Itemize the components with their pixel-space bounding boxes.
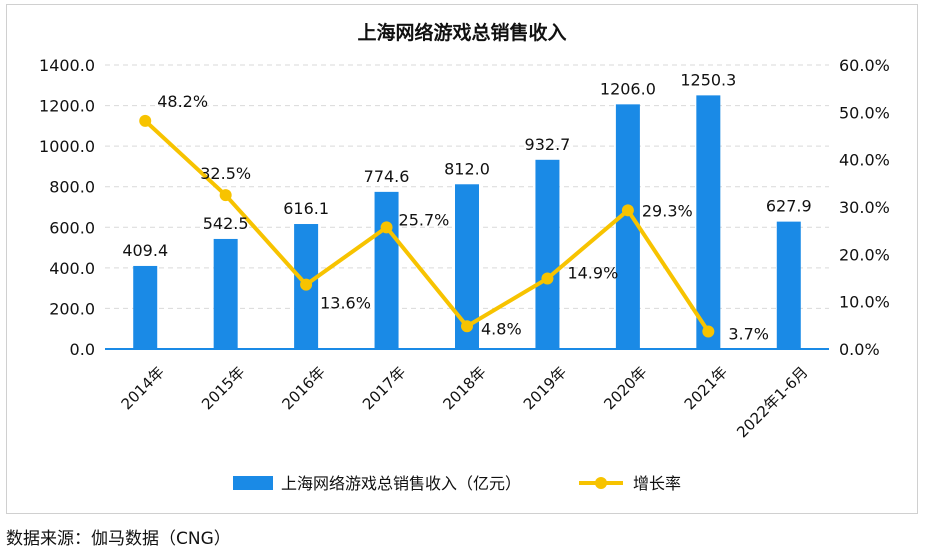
y-tick-label: 400.0 xyxy=(49,259,95,278)
growth-rate-label: 25.7% xyxy=(399,210,450,229)
x-tick-label: 2021年 xyxy=(681,363,731,413)
legend-bar-swatch xyxy=(233,476,273,490)
y2-tick-label: 0.0% xyxy=(839,340,880,359)
y2-tick-label: 30.0% xyxy=(839,198,890,217)
y2-tick-label: 50.0% xyxy=(839,103,890,122)
bar-value-label: 1250.3 xyxy=(680,70,736,89)
bar xyxy=(133,265,158,349)
growth-rate-label: 4.8% xyxy=(481,319,522,338)
bar-value-label: 409.4 xyxy=(122,241,168,260)
growth-rate-point xyxy=(380,221,393,234)
y-tick-label: 1400.0 xyxy=(39,56,95,75)
bar-value-label: 774.6 xyxy=(364,167,410,186)
legend-line-marker xyxy=(595,477,607,489)
bar-value-label: 812.0 xyxy=(444,159,490,178)
source-note: 数据来源：伽马数据（CNG） xyxy=(6,529,231,549)
y2-tick-label: 40.0% xyxy=(839,151,890,170)
growth-rate-label: 14.9% xyxy=(567,263,618,282)
growth-rate-label: 48.2% xyxy=(157,92,208,111)
bar xyxy=(374,191,399,349)
y2-tick-label: 60.0% xyxy=(839,56,890,75)
growth-rate-label: 29.3% xyxy=(642,201,693,220)
x-tick-label: 2015年 xyxy=(198,363,248,413)
x-tick-label: 2022年1-6月 xyxy=(733,363,811,441)
growth-rate-point xyxy=(621,204,634,217)
growth-rate-label: 13.6% xyxy=(320,294,371,313)
y-tick-label: 200.0 xyxy=(49,299,95,318)
y-tick-label: 1000.0 xyxy=(39,137,95,156)
x-tick-label: 2020年 xyxy=(600,363,650,413)
growth-rate-point xyxy=(541,272,554,285)
bar-value-label: 542.5 xyxy=(203,214,249,233)
growth-rate-point xyxy=(461,320,473,333)
bar xyxy=(696,95,721,350)
bar-value-label: 1206.0 xyxy=(600,79,656,98)
y2-tick-label: 20.0% xyxy=(839,245,890,264)
y-tick-label: 600.0 xyxy=(49,218,95,237)
chart-frame: 上海网络游戏总销售收入 0.0 200.0 400.0 600.0 800.0 1000.… xyxy=(6,4,918,514)
x-tick-label: 2018年 xyxy=(439,363,489,413)
x-tick-label: 2017年 xyxy=(359,363,409,413)
bar-value-label: 932.7 xyxy=(525,135,571,154)
bar xyxy=(213,238,238,349)
bar xyxy=(535,159,560,349)
chart: 上海网络游戏总销售收入 0.0 200.0 400.0 600.0 800.0 1000.… xyxy=(39,21,890,493)
y-tick-label: 800.0 xyxy=(49,178,95,197)
growth-rate-point xyxy=(702,325,715,338)
y2-tick-label: 10.0% xyxy=(839,293,890,312)
bar-value-label: 627.9 xyxy=(766,197,812,216)
y-tick-label: 0.0 xyxy=(70,340,95,359)
growth-rate-line xyxy=(143,119,710,333)
x-tick-label: 2014年 xyxy=(118,363,168,413)
growth-rate-point xyxy=(139,114,152,127)
legend-bar-label: 上海网络游戏总销售收入（亿元） xyxy=(281,474,521,493)
y-tick-label: 1200.0 xyxy=(39,97,95,116)
bar-value-label: 616.1 xyxy=(283,199,329,218)
growth-rate-label: 32.5% xyxy=(200,164,251,183)
x-tick-label: 2016年 xyxy=(279,363,329,413)
growth-rate-point xyxy=(219,189,232,202)
growth-rate-label: 3.7% xyxy=(728,324,769,343)
chart-title: 上海网络游戏总销售收入 xyxy=(357,21,566,44)
legend-line-label: 增长率 xyxy=(633,474,681,493)
x-tick-label: 2019年 xyxy=(520,363,570,413)
bar xyxy=(615,104,640,350)
bar xyxy=(776,221,801,349)
growth-rate-point xyxy=(300,278,313,291)
